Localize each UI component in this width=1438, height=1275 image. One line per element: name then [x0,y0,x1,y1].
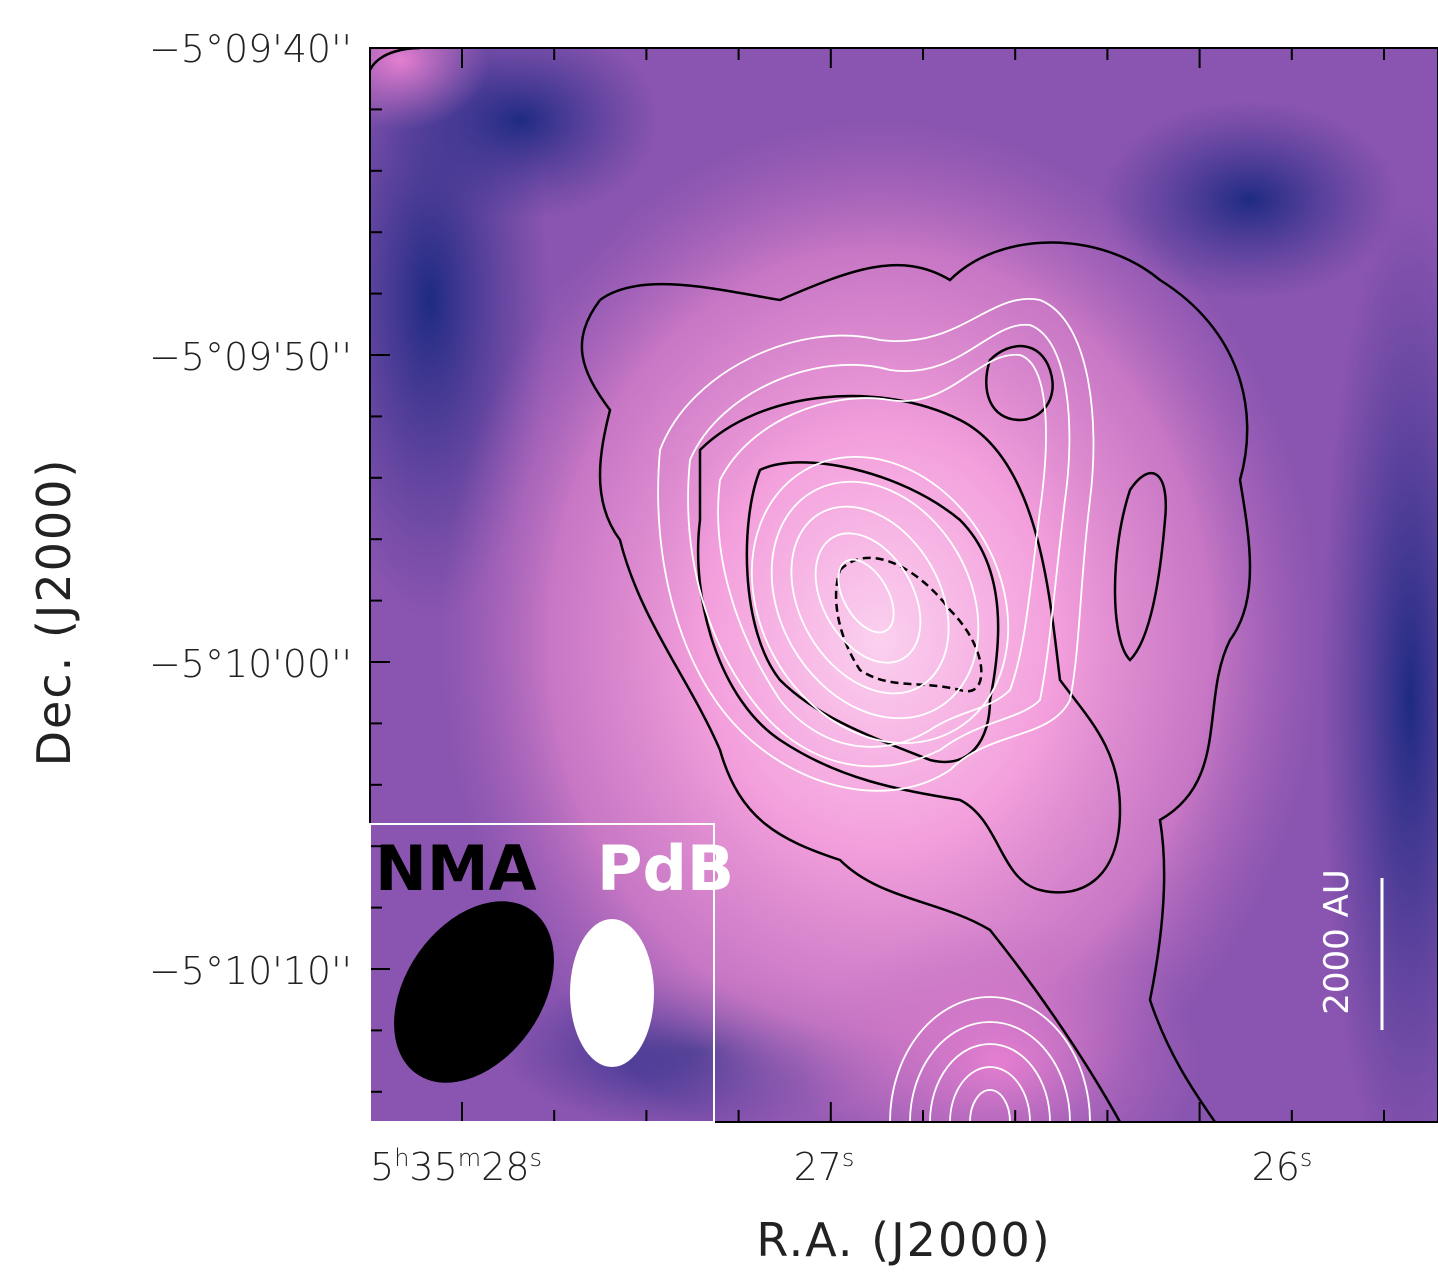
tick-superscript: s [530,1144,543,1172]
white-contours [657,297,1095,1122]
x-tick-label: 5h35m28s [370,1144,542,1189]
nma-beam [394,901,554,1083]
image [370,48,1438,1122]
y-tick-label: −5°10'10'' [149,949,352,993]
x-axis-label: R.A. (J2000) [756,1213,1051,1267]
tick-text: 28 [481,1145,529,1189]
black-contours [370,48,1252,1122]
tick-text: 26 [1252,1145,1300,1189]
y-tick-label: −5°10'00'' [149,642,352,686]
tick-text: 27 [794,1145,842,1189]
beam-label: PdB [597,832,734,905]
pdb-beam [570,919,654,1067]
frame [369,47,1438,1123]
tick-superscript: m [458,1144,481,1172]
y-tick-label: −5°09'50'' [149,335,352,379]
tick-text: 35 [409,1145,457,1189]
x-tick-label: 26s [1252,1144,1313,1189]
y-axis-label: Dec. (J2000) [27,458,81,767]
tick-text: 5 [370,1145,394,1189]
scale-label: 2000 AU [1317,869,1357,1014]
beam-box [369,823,715,1123]
tick-superscript: s [1300,1144,1313,1172]
x-tick-label: 27s [794,1144,855,1189]
tick-superscript: s [842,1144,855,1172]
beam-label: NMA [375,832,537,905]
tick-superscript: h [394,1144,409,1172]
tick-marks [370,47,1385,1122]
y-tick-label: −5°09'40'' [149,27,352,71]
